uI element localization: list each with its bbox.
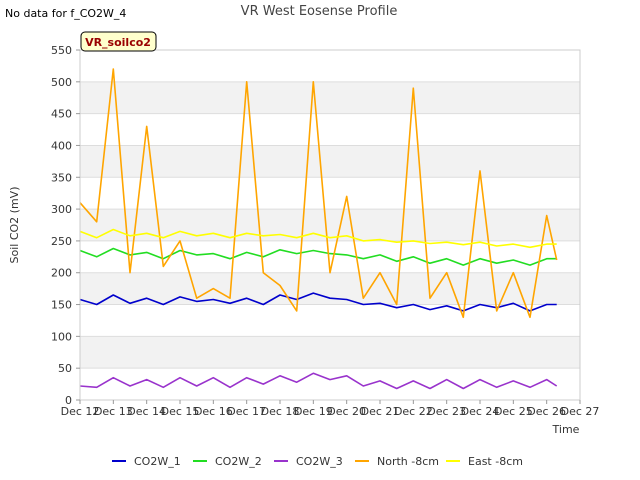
x-tick-label: Dec 22	[394, 405, 433, 418]
plot-band	[80, 113, 580, 146]
site-badge-label: VR_soilco2	[85, 36, 151, 49]
legend-label: North -8cm	[377, 455, 439, 468]
x-tick-label: Dec 20	[327, 405, 366, 418]
legend-label: CO2W_1	[134, 455, 181, 468]
site-badge: VR_soilco2	[80, 31, 157, 52]
y-tick-label: 300	[51, 203, 72, 216]
legend-label: CO2W_2	[215, 455, 262, 468]
y-axis-label: Soil CO2 (mV)	[8, 187, 21, 264]
y-tick-label: 0	[65, 394, 72, 407]
x-tick-label: Dec 19	[294, 405, 333, 418]
plot-band	[80, 304, 580, 337]
chart-title: VR West Eosense Profile	[241, 4, 398, 19]
plot-band	[80, 209, 580, 241]
plot-band	[80, 145, 580, 178]
series-line-east-8cm	[79, 228, 557, 249]
x-tick-label: Dec 21	[361, 405, 400, 418]
y-tick-label: 150	[51, 299, 72, 312]
y-tick-label: 50	[58, 362, 72, 375]
x-tick-label: Dec 17	[227, 405, 266, 418]
series-line-co2w-1	[79, 292, 557, 312]
series-line-north-8cm	[79, 68, 558, 319]
x-tick-label: Dec 14	[127, 405, 166, 418]
x-tick-label: Dec 27	[561, 405, 600, 418]
y-tick-label: 500	[51, 76, 72, 89]
plot-band	[80, 81, 580, 114]
y-tick-label: 100	[51, 330, 72, 343]
plot-frame	[79, 49, 581, 401]
plot-band	[80, 177, 580, 210]
legend: CO2W_1 CO2W_2 CO2W_3 North -8cm East -8cm	[112, 455, 523, 468]
legend-label: CO2W_3	[296, 455, 343, 468]
y-tick-label: 450	[51, 108, 72, 121]
series-line-co2w-3	[79, 372, 558, 390]
x-tick-label: Dec 16	[194, 405, 233, 418]
y-tick-label: 250	[51, 235, 72, 248]
y-tick-label: 350	[51, 171, 72, 184]
y-tick-label: 550	[51, 44, 72, 57]
x-tick-label: Dec 15	[161, 405, 200, 418]
x-tick-label: Dec 26	[527, 405, 566, 418]
x-tick-label: Dec 23	[427, 405, 466, 418]
plot-band	[80, 272, 580, 305]
x-tick-label: Dec 12	[61, 405, 100, 418]
x-tick-label: Dec 18	[261, 405, 300, 418]
plot-band	[80, 50, 580, 82]
series-line-co2w-2	[79, 247, 557, 266]
x-tick-label: Dec 24	[461, 405, 500, 418]
y-axis-ticks: 0 50 100 150 200 250 300 350 400 450 500 550	[51, 44, 80, 407]
y-tick-label: 400	[51, 139, 72, 152]
x-axis-label: Time	[552, 423, 580, 436]
x-tick-label: Dec 25	[494, 405, 533, 418]
plot-band	[80, 336, 580, 369]
plot-background	[80, 50, 580, 400]
series-layer	[79, 68, 558, 390]
no-data-note: No data for f_CO2W_4	[5, 7, 126, 20]
x-tick-label: Dec 13	[94, 405, 133, 418]
plot-band	[80, 368, 580, 400]
y-tick-label: 200	[51, 267, 72, 280]
legend-label: East -8cm	[468, 455, 523, 468]
